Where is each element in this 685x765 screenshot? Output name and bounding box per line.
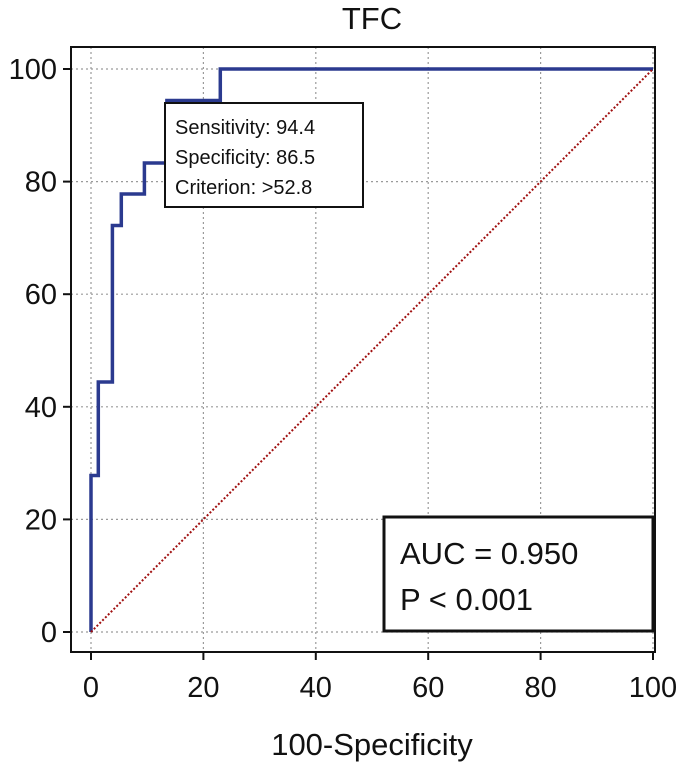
y-tick-label: 20 xyxy=(25,504,57,536)
series-layer xyxy=(89,67,654,633)
plot-frame xyxy=(70,46,656,653)
x-ticks: 0 20 40 60 80 100 xyxy=(83,652,677,704)
p-value: P < 0.001 xyxy=(400,582,533,617)
reference-diagonal-line xyxy=(90,68,654,633)
y-tick-label: 60 xyxy=(25,279,57,311)
auc-box: AUC = 0.950 P < 0.001 xyxy=(382,515,655,633)
x-tick-label: 20 xyxy=(187,672,219,704)
x-tick-label: 80 xyxy=(524,672,556,704)
criterion-box xyxy=(164,102,364,208)
roc-curve-line xyxy=(89,67,653,632)
y-tick-label: 100 xyxy=(9,54,57,86)
y-tick-label: 40 xyxy=(25,392,57,424)
annotation-sensitivity: Sensitivity: 94.4 xyxy=(175,117,315,139)
y-tick-label: 80 xyxy=(25,167,57,199)
y-ticks: 0 20 40 60 80 100 xyxy=(9,54,71,649)
chart-title: TFC xyxy=(342,1,402,36)
criterion-annotation: Sensitivity: 94.4 Specificity: 86.5 Crit… xyxy=(164,102,364,208)
annotation-specificity: Specificity: 86.5 xyxy=(175,147,315,169)
x-tick-label: 40 xyxy=(300,672,332,704)
x-tick-label: 60 xyxy=(412,672,444,704)
annotation-criterion: Criterion: >52.8 xyxy=(175,177,312,199)
x-axis-title: 100-Specificity xyxy=(271,727,473,762)
y-tick-label: 0 xyxy=(41,617,57,649)
x-tick-label: 100 xyxy=(629,672,677,704)
auc-box-frame xyxy=(382,515,655,633)
auc-value: AUC = 0.950 xyxy=(400,536,578,571)
x-tick-label: 0 xyxy=(83,672,99,704)
